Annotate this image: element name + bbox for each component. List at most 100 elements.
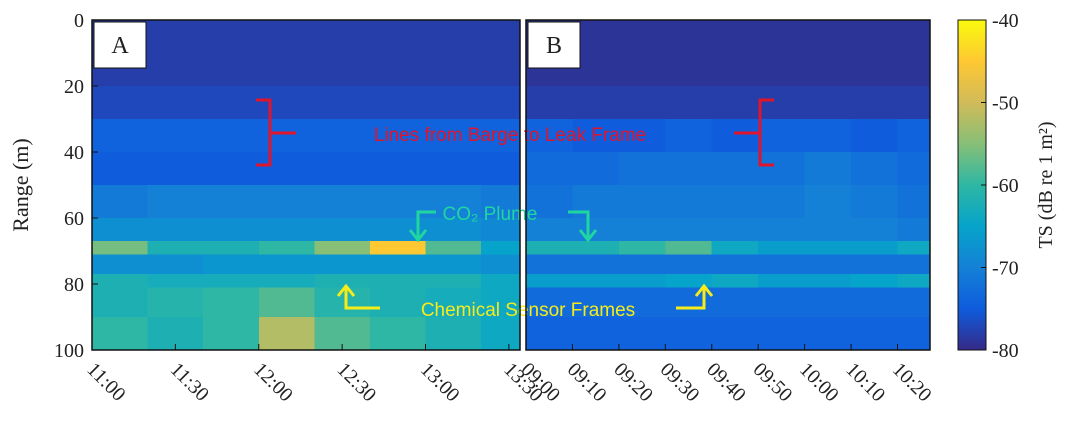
- heatmap-cell: [314, 20, 370, 86]
- heatmap-cell: [481, 119, 520, 152]
- heatmap-cell: [711, 317, 759, 350]
- heatmap-cell: [758, 241, 805, 255]
- heatmap-cell: [425, 317, 482, 350]
- heatmap-cell: [203, 317, 259, 350]
- y-tick-label: 0: [74, 10, 84, 32]
- heatmap-cell: [258, 287, 315, 317]
- heatmap-cell: [618, 254, 666, 275]
- heatmap-cell: [147, 20, 204, 86]
- panel-label: B: [546, 33, 562, 59]
- heatmap-cell: [851, 241, 898, 255]
- heatmap-cell: [481, 317, 520, 350]
- heatmap-cell: [851, 254, 898, 275]
- heatmap-cell: [758, 274, 805, 288]
- heatmap-cell: [897, 241, 930, 255]
- heatmap-cell: [804, 287, 852, 317]
- heatmap-cell: [203, 287, 259, 317]
- heatmap-cell: [851, 20, 898, 86]
- heatmap-cell: [425, 20, 482, 86]
- colorbar-tick-label: -40: [992, 10, 1019, 32]
- x-tick-label: 11:30: [166, 358, 213, 405]
- x-tick-label: 10:10: [842, 358, 890, 406]
- heatmap-cell: [258, 241, 315, 255]
- heatmap-cell: [258, 20, 315, 86]
- heatmap-cell: [314, 254, 370, 275]
- heatmap-cell: [369, 152, 426, 185]
- heatmap-cell: [897, 317, 930, 350]
- heatmap-cell: [804, 317, 852, 350]
- heatmap-cell: [526, 241, 573, 255]
- heatmap-cell: [665, 152, 712, 185]
- heatmap-cell: [147, 119, 204, 152]
- y-tick-label: 80: [64, 274, 84, 296]
- heatmap-cell: [526, 119, 573, 152]
- heatmap-cell: [804, 254, 852, 275]
- heatmap-cell: [758, 185, 805, 218]
- heatmap-cell: [897, 185, 930, 218]
- heatmap-cell: [526, 274, 573, 288]
- heatmap-cell: [665, 241, 712, 255]
- heatmap-cell: [665, 218, 712, 242]
- heatmap-cell: [526, 185, 573, 218]
- heatmap-cell: [314, 241, 370, 255]
- heatmap-cell: [369, 185, 426, 218]
- heatmap-cell: [425, 274, 482, 288]
- heatmap-cell: [897, 218, 930, 242]
- heatmap-cell: [369, 119, 426, 152]
- heatmap-cell: [314, 119, 370, 152]
- heatmap-cell: [851, 86, 898, 119]
- heatmap-cell: [92, 185, 148, 218]
- heatmap-cell: [258, 254, 315, 275]
- heatmap-cell: [804, 241, 852, 255]
- heatmap-cell: [481, 287, 520, 317]
- x-tick-label: 09:40: [702, 358, 750, 406]
- heatmap-cell: [481, 20, 520, 86]
- heatmap-cell: [665, 20, 712, 86]
- heatmap-cell: [481, 86, 520, 119]
- heatmap-cell: [92, 241, 148, 255]
- heatmap-cell: [758, 20, 805, 86]
- heatmap-cell: [572, 218, 619, 242]
- y-tick-label: 60: [64, 208, 84, 230]
- heatmap-cell: [203, 274, 259, 288]
- heatmap-cell: [369, 218, 426, 242]
- heatmap-cell: [804, 86, 852, 119]
- heatmap-cell: [758, 287, 805, 317]
- heatmap-cell: [851, 152, 898, 185]
- heatmap-cell: [572, 317, 619, 350]
- panel-label-box: [93, 21, 147, 69]
- overlay-layer: Lines from Barge to Leak Frame CO₂ Plume C…: [256, 98, 774, 321]
- heatmap-cell: [711, 254, 759, 275]
- heatmap-cell: [711, 287, 759, 317]
- heatmap-cell: [147, 185, 204, 218]
- heatmap-cell: [758, 317, 805, 350]
- heatmap-cell: [572, 241, 619, 255]
- heatmap-cell: [897, 152, 930, 185]
- heatmap-cell: [897, 274, 930, 288]
- heatmap-cell: [314, 185, 370, 218]
- heatmap-cell: [369, 274, 426, 288]
- y-tick-label: 20: [64, 76, 84, 98]
- heatmap-cell: [572, 254, 619, 275]
- heatmap-cell: [618, 287, 666, 317]
- heatmap-cell: [258, 218, 315, 242]
- heatmap-cell: [758, 152, 805, 185]
- heatmap-cell: [203, 254, 259, 275]
- heatmap-cell: [851, 185, 898, 218]
- heatmap-cell: [711, 152, 759, 185]
- heatmap-cell: [92, 254, 148, 275]
- heatmap-cell: [92, 317, 148, 350]
- heatmap-cell: [203, 185, 259, 218]
- heatmap-cell: [92, 287, 148, 317]
- heatmap-cell: [147, 274, 204, 288]
- heatmap-cell: [572, 86, 619, 119]
- heatmap-cell: [665, 119, 712, 152]
- colorbar-tick-label: -80: [992, 340, 1019, 362]
- heatmap-cell: [369, 254, 426, 275]
- heatmap-cell: [481, 185, 520, 218]
- x-tick-label: 09:10: [563, 358, 611, 406]
- colorbar-tick-label: -60: [992, 175, 1019, 197]
- heatmap-cell: [618, 119, 666, 152]
- x-tick-label: 13:00: [416, 358, 464, 406]
- heatmap-cell: [147, 152, 204, 185]
